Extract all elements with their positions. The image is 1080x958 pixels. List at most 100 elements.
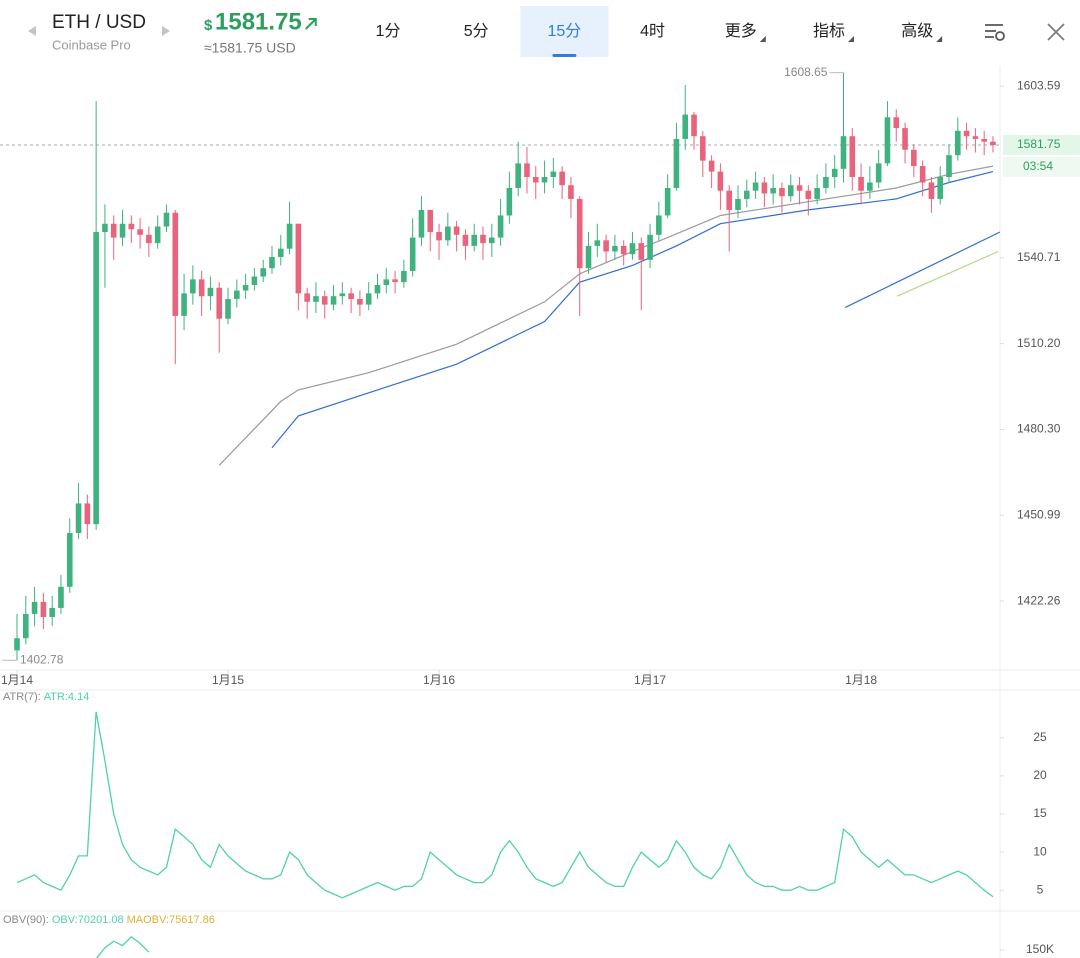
moving-average-line bbox=[218, 165, 994, 466]
close-icon[interactable] bbox=[1047, 23, 1065, 41]
candle-body bbox=[31, 601, 38, 614]
candle-body bbox=[365, 293, 372, 305]
candle-body bbox=[647, 234, 653, 260]
indicator-plot bbox=[16, 711, 994, 899]
candle-body bbox=[383, 279, 390, 285]
candle-body bbox=[49, 607, 55, 617]
candle-body bbox=[22, 613, 29, 639]
tab[interactable]: 1分 bbox=[376, 22, 401, 40]
candle-body bbox=[796, 185, 803, 191]
x-tick-label: 1月17 bbox=[634, 673, 666, 687]
y-tick-label: 20 bbox=[1033, 768, 1047, 782]
candle-body bbox=[664, 187, 671, 216]
y-tick-label: 1540.71 bbox=[1017, 250, 1061, 264]
indicator-title: ATR(7): bbox=[3, 691, 41, 703]
candle-body bbox=[902, 128, 908, 150]
candle-body bbox=[823, 177, 829, 188]
tab[interactable]: 15分 bbox=[547, 22, 581, 40]
candle-body bbox=[708, 160, 715, 172]
candle-body bbox=[585, 245, 592, 269]
candle-body bbox=[445, 226, 451, 241]
tab[interactable]: 更多 bbox=[725, 22, 757, 40]
obv-pane: OBV(90): OBV:70201.08 MAOBV:75617.86 150K bbox=[3, 914, 1054, 958]
candle-body bbox=[858, 177, 864, 191]
candle-body bbox=[427, 209, 434, 233]
moving-average-line bbox=[845, 231, 1000, 308]
candle-body bbox=[277, 248, 284, 258]
candle-body bbox=[234, 290, 240, 299]
approx-price: ≈1581.75 USD bbox=[204, 40, 296, 56]
tab[interactable]: 指标 bbox=[813, 22, 845, 40]
candle-body bbox=[620, 245, 627, 255]
candle-body bbox=[313, 296, 319, 302]
candle-body bbox=[357, 298, 363, 305]
candle-body bbox=[14, 638, 20, 651]
x-tick-label: 1月15 bbox=[212, 673, 244, 687]
candle-body bbox=[110, 223, 117, 238]
candle-body bbox=[488, 237, 495, 244]
last-price: 1581.75 bbox=[215, 8, 302, 35]
candle-body bbox=[471, 234, 478, 246]
candle-body bbox=[207, 287, 214, 297]
candle-body bbox=[119, 223, 126, 238]
candle-body bbox=[163, 212, 170, 227]
candle-body bbox=[321, 296, 328, 305]
candle-body bbox=[761, 182, 768, 194]
candle-body bbox=[409, 237, 416, 271]
prev-arrow[interactable] bbox=[28, 26, 36, 36]
tab[interactable]: 5分 bbox=[464, 22, 489, 40]
candle-body bbox=[541, 177, 548, 183]
candle-body bbox=[972, 136, 979, 139]
tab[interactable]: 高级 bbox=[901, 22, 933, 40]
candle-body bbox=[532, 177, 539, 183]
current-price-box bbox=[1003, 135, 1080, 156]
candle-body bbox=[339, 293, 346, 297]
candle-body bbox=[506, 187, 513, 216]
candle-body bbox=[304, 293, 310, 302]
candle-body bbox=[418, 209, 425, 238]
candle-body bbox=[172, 212, 179, 316]
candle-body bbox=[849, 136, 856, 178]
candle-body bbox=[656, 215, 662, 235]
indicator-line bbox=[16, 711, 994, 899]
candle-body bbox=[137, 229, 143, 235]
candle-body bbox=[726, 190, 732, 210]
candle-body bbox=[576, 198, 583, 269]
candle-body bbox=[954, 130, 961, 156]
tab[interactable]: 4时 bbox=[640, 22, 665, 40]
settings-icon[interactable] bbox=[985, 24, 1005, 41]
dropdown-indicator bbox=[936, 36, 943, 42]
candle-body bbox=[779, 187, 785, 197]
interval-tabs: 1分 5分 15分 4时 更多 指标 高级 bbox=[376, 6, 943, 57]
candle-body bbox=[93, 232, 99, 525]
y-tick-label: 1603.59 bbox=[1017, 78, 1061, 92]
moving-average-line bbox=[271, 171, 994, 449]
exchange: Coinbase Pro bbox=[52, 37, 131, 52]
candle-body bbox=[515, 163, 521, 188]
candle-body bbox=[295, 223, 302, 294]
candle-body bbox=[568, 185, 574, 199]
candle-body bbox=[401, 270, 407, 283]
candle-body bbox=[453, 226, 460, 235]
indicator-value: ATR:4.14 bbox=[44, 691, 90, 703]
y-tick-label: 1480.30 bbox=[1017, 422, 1061, 436]
up-arrow-icon bbox=[305, 18, 317, 30]
candle-body bbox=[911, 149, 917, 167]
candle-body bbox=[840, 136, 847, 169]
candle-body bbox=[612, 245, 618, 252]
candle-body bbox=[286, 223, 293, 249]
candle-body bbox=[752, 182, 759, 191]
candle-body bbox=[392, 279, 398, 283]
currency-symbol: $ bbox=[204, 17, 213, 34]
candle-body bbox=[875, 163, 882, 183]
next-arrow[interactable] bbox=[162, 26, 170, 36]
candle-body bbox=[717, 171, 724, 191]
candle-body bbox=[805, 190, 812, 199]
low-label: 1402.78 bbox=[20, 652, 64, 666]
high-label: 1608.65 bbox=[784, 65, 828, 79]
x-tick-label: 1月18 bbox=[845, 673, 877, 687]
candle-body bbox=[735, 198, 741, 210]
candle-body bbox=[128, 223, 135, 230]
dropdown-indicator bbox=[848, 36, 854, 42]
